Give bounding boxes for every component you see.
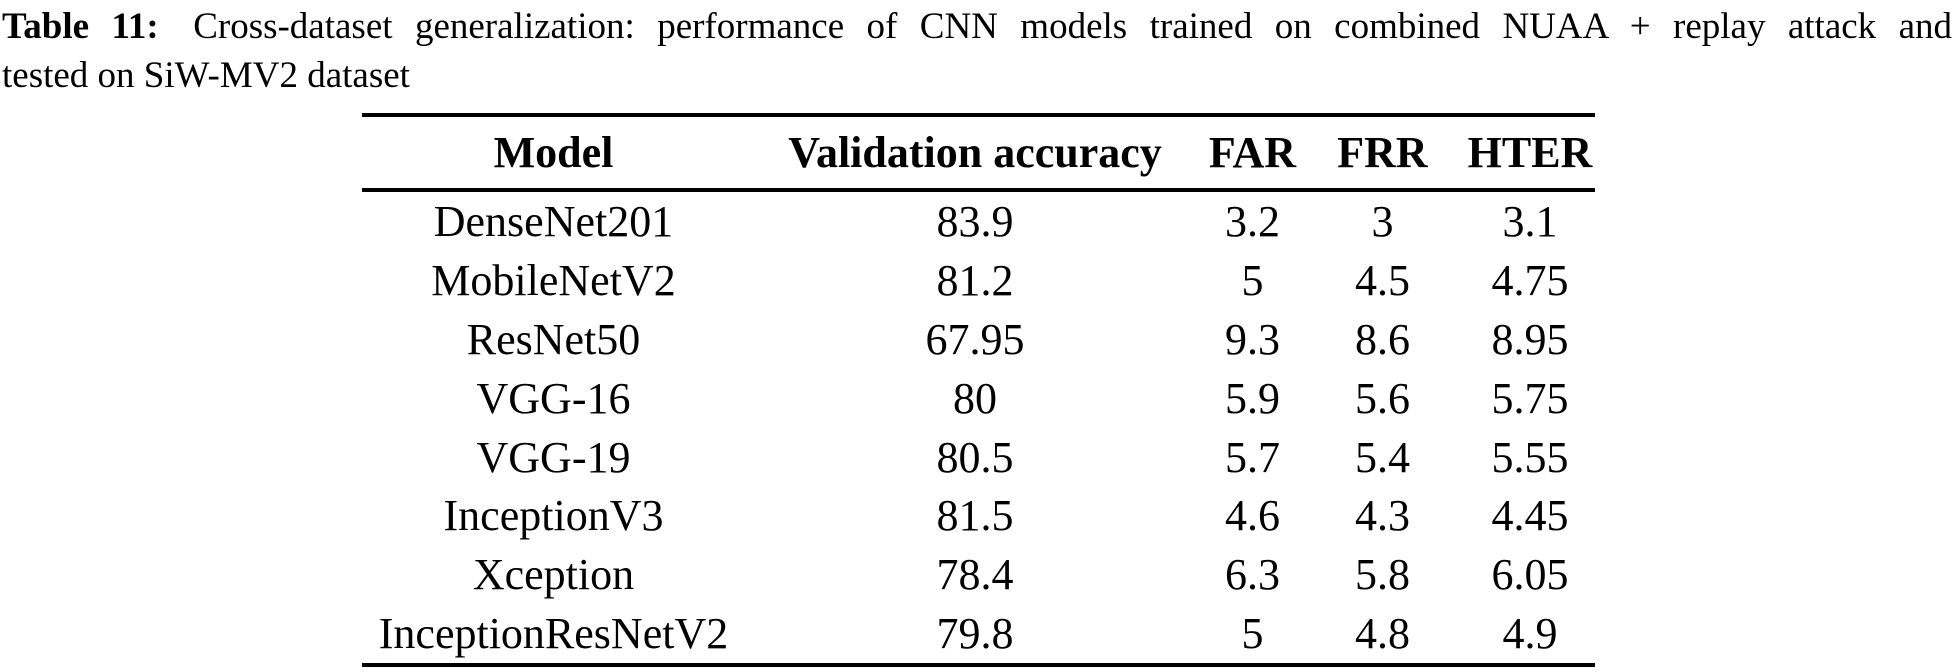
cell-hter: 5.55 <box>1491 432 1569 482</box>
cell-far: 6.3 <box>1225 550 1280 600</box>
cell-far: 5 <box>1241 255 1264 305</box>
column-header-frr: FRR <box>1300 115 1465 192</box>
results-table-container: Model Validation accuracy FAR FRR HTER D… <box>362 113 1595 668</box>
cell-model: ResNet50 <box>466 314 641 364</box>
table-row: VGG-19 80.5 5.7 5.4 5.55 <box>362 428 1595 487</box>
cell-hter: 3.1 <box>1502 196 1558 246</box>
caption-text-line1: Cross-dataset generalization: performanc… <box>193 6 1953 47</box>
cell-validation-accuracy: 80.5 <box>936 432 1014 482</box>
caption-line-2: tested on SiW-MV2 dataset <box>2 51 1952 100</box>
table-row: Xception 78.4 6.3 5.8 6.05 <box>362 545 1595 604</box>
cell-model: InceptionResNetV2 <box>378 609 729 659</box>
cell-frr: 5.6 <box>1355 373 1410 423</box>
cell-hter: 4.9 <box>1502 609 1558 659</box>
table-caption: Table 11: Cross-dataset generalization: … <box>2 2 1952 100</box>
table-header: Model Validation accuracy FAR FRR HTER <box>362 115 1595 192</box>
table-row: DenseNet201 83.9 3.2 3 3.1 <box>362 190 1595 251</box>
table-row: ResNet50 67.95 9.3 8.6 8.95 <box>362 310 1595 369</box>
cell-frr: 4.5 <box>1355 255 1410 305</box>
cell-validation-accuracy: 80 <box>953 373 997 423</box>
table-row: VGG-16 80 5.9 5.6 5.75 <box>362 369 1595 428</box>
cell-hter: 4.75 <box>1491 255 1569 305</box>
cell-far: 5.7 <box>1225 432 1280 482</box>
cell-model: VGG-19 <box>476 432 631 482</box>
cell-hter: 8.95 <box>1491 314 1569 364</box>
column-header-far: FAR <box>1205 115 1300 192</box>
cell-frr: 4.3 <box>1355 491 1410 541</box>
cell-far: 5.9 <box>1225 373 1280 423</box>
results-table: Model Validation accuracy FAR FRR HTER D… <box>362 113 1595 668</box>
cell-validation-accuracy: 78.4 <box>936 550 1014 600</box>
cell-model: MobileNetV2 <box>431 255 676 305</box>
cell-model: InceptionV3 <box>443 491 664 541</box>
cell-model: Xception <box>472 550 635 600</box>
table-row: InceptionResNetV2 79.8 5 4.8 4.9 <box>362 604 1595 665</box>
table-row: MobileNetV2 81.2 5 4.5 4.75 <box>362 251 1595 310</box>
column-header-model: Model <box>362 115 745 192</box>
cell-validation-accuracy: 83.9 <box>936 196 1014 246</box>
cell-frr: 8.6 <box>1355 314 1410 364</box>
cell-model: VGG-16 <box>476 373 631 423</box>
cell-validation-accuracy: 81.5 <box>936 491 1014 541</box>
cell-frr: 5.8 <box>1355 550 1410 600</box>
cell-frr: 4.8 <box>1355 609 1410 659</box>
cell-frr: 5.4 <box>1355 432 1410 482</box>
cell-validation-accuracy: 67.95 <box>925 314 1025 364</box>
cell-frr: 3 <box>1371 196 1394 246</box>
cell-hter: 4.45 <box>1491 491 1569 541</box>
cell-validation-accuracy: 81.2 <box>936 255 1014 305</box>
header-row: Model Validation accuracy FAR FRR HTER <box>362 115 1595 192</box>
table-row: InceptionV3 81.5 4.6 4.3 4.45 <box>362 486 1595 545</box>
caption-text-line2: tested on SiW-MV2 dataset <box>2 55 410 96</box>
caption-label: Table 11: <box>2 6 159 47</box>
cell-far: 4.6 <box>1225 491 1280 541</box>
table-body: DenseNet201 83.9 3.2 3 3.1 MobileNetV2 8… <box>362 190 1595 665</box>
cell-validation-accuracy: 79.8 <box>936 609 1014 659</box>
caption-line-1: Table 11: Cross-dataset generalization: … <box>2 2 1952 51</box>
cell-hter: 5.75 <box>1491 373 1569 423</box>
cell-far: 3.2 <box>1225 196 1280 246</box>
column-header-hter: HTER <box>1465 115 1595 192</box>
cell-far: 9.3 <box>1225 314 1280 364</box>
cell-hter: 6.05 <box>1491 550 1569 600</box>
column-header-validation-accuracy: Validation accuracy <box>745 115 1205 192</box>
cell-far: 5 <box>1241 609 1264 659</box>
cell-model: DenseNet201 <box>433 196 674 246</box>
